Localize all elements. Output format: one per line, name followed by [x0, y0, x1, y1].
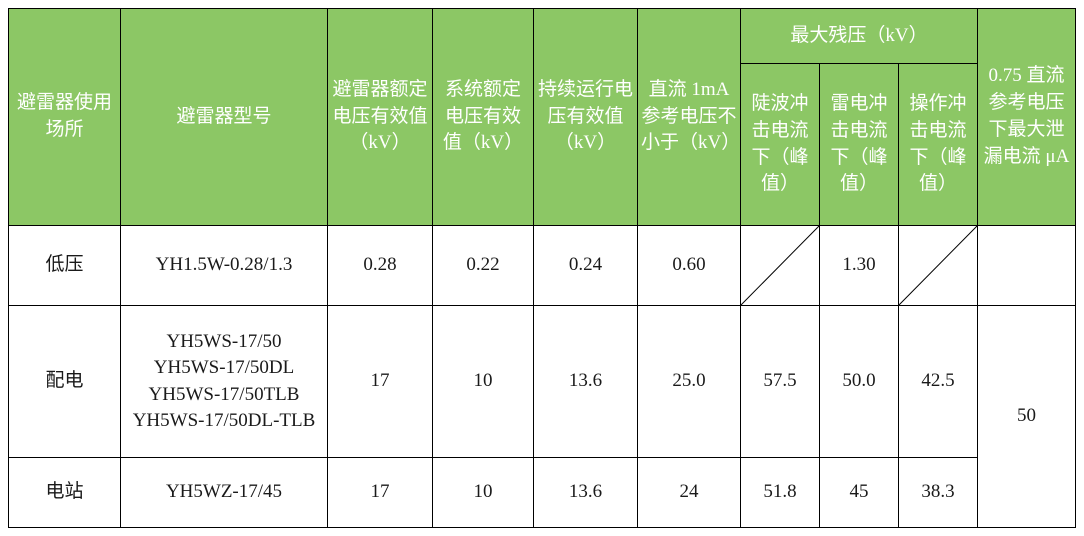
header-system-voltage: 系统额定电压有效值（kV） — [432, 8, 534, 226]
cell-continuous-voltage: 13.6 — [533, 457, 638, 528]
cell-dc-1ma-reference-voltage: 0.60 — [637, 225, 741, 306]
cell-system-voltage: 10 — [432, 305, 534, 458]
cell-usage-place: 配电 — [8, 305, 121, 458]
header-switching-impulse: 操作冲击电流下（峰值） — [898, 63, 978, 226]
header-usage-place: 避雷器使用场所 — [8, 8, 121, 226]
cell-continuous-voltage: 13.6 — [533, 305, 638, 458]
cell-lightning-impulse: 45 — [819, 457, 899, 528]
cell-rated-voltage: 17 — [327, 457, 433, 528]
cell-lightning-impulse: 1.30 — [819, 225, 899, 306]
cell-arrester-model: YH1.5W-0.28/1.3 — [120, 225, 328, 306]
header-continuous-voltage: 持续运行电压有效值（kV） — [533, 8, 638, 226]
surge-arrester-spec-table: 避雷器使用场所 避雷器型号 避雷器额定电压有效值（kV） 系统额定电压有效值（k… — [8, 8, 1076, 528]
cell-steep-wave-not-applicable — [740, 225, 820, 306]
cell-rated-voltage: 17 — [327, 305, 433, 458]
header-max-leakage-current: 0.75 直流参考电压下最大泄漏电流 μA — [977, 8, 1076, 226]
cell-lightning-impulse: 50.0 — [819, 305, 899, 458]
cell-leakage-current-empty — [977, 225, 1076, 306]
cell-steep-wave-impulse: 51.8 — [740, 457, 820, 528]
table-row: 低压 YH1.5W-0.28/1.3 0.28 0.22 0.24 0.60 1… — [8, 225, 1076, 306]
header-arrester-model: 避雷器型号 — [120, 8, 328, 226]
cell-steep-wave-impulse: 57.5 — [740, 305, 820, 458]
cell-switching-impulse-not-applicable — [898, 225, 978, 306]
table-row: 电站 YH5WZ-17/45 17 10 13.6 24 51.8 45 38.… — [8, 457, 1076, 528]
cell-arrester-model: YH5WZ-17/45 — [120, 457, 328, 528]
cell-leakage-current: 50 — [977, 305, 1076, 528]
header-lightning-impulse: 雷电冲击电流下（峰值） — [819, 63, 899, 226]
header-dc-1ma-reference-voltage: 直流 1mA 参考电压不小于（kV） — [637, 8, 741, 226]
cell-switching-impulse: 38.3 — [898, 457, 978, 528]
cell-system-voltage: 10 — [432, 457, 534, 528]
cell-dc-1ma-reference-voltage: 25.0 — [637, 305, 741, 458]
cell-usage-place: 低压 — [8, 225, 121, 306]
table-header: 避雷器使用场所 避雷器型号 避雷器额定电压有效值（kV） 系统额定电压有效值（k… — [8, 8, 1076, 226]
table-row: 配电 YH5WS-17/50 YH5WS-17/50DL YH5WS-17/50… — [8, 305, 1076, 528]
diagonal-slash-icon — [741, 226, 819, 305]
header-max-residual-voltage-group: 最大残压（kV） — [740, 8, 978, 64]
header-rated-voltage: 避雷器额定电压有效值（kV） — [327, 8, 433, 226]
table-body: 低压 YH1.5W-0.28/1.3 0.28 0.22 0.24 0.60 1… — [8, 225, 1076, 528]
cell-switching-impulse: 42.5 — [898, 305, 978, 458]
cell-dc-1ma-reference-voltage: 24 — [637, 457, 741, 528]
cell-arrester-model: YH5WS-17/50 YH5WS-17/50DL YH5WS-17/50TLB… — [120, 305, 328, 458]
header-row-sub: 陡波冲击电流下（峰值） 雷电冲击电流下（峰值） 操作冲击电流下（峰值） — [9, 63, 1076, 226]
cell-rated-voltage: 0.28 — [327, 225, 433, 306]
cell-system-voltage: 0.22 — [432, 225, 534, 306]
header-steep-wave-impulse: 陡波冲击电流下（峰值） — [740, 63, 820, 226]
cell-continuous-voltage: 0.24 — [533, 225, 638, 306]
diagonal-slash-icon — [899, 226, 977, 305]
header-row-top: 避雷器使用场所 避雷器型号 避雷器额定电压有效值（kV） 系统额定电压有效值（k… — [8, 8, 1076, 226]
cell-usage-place: 电站 — [8, 457, 121, 528]
